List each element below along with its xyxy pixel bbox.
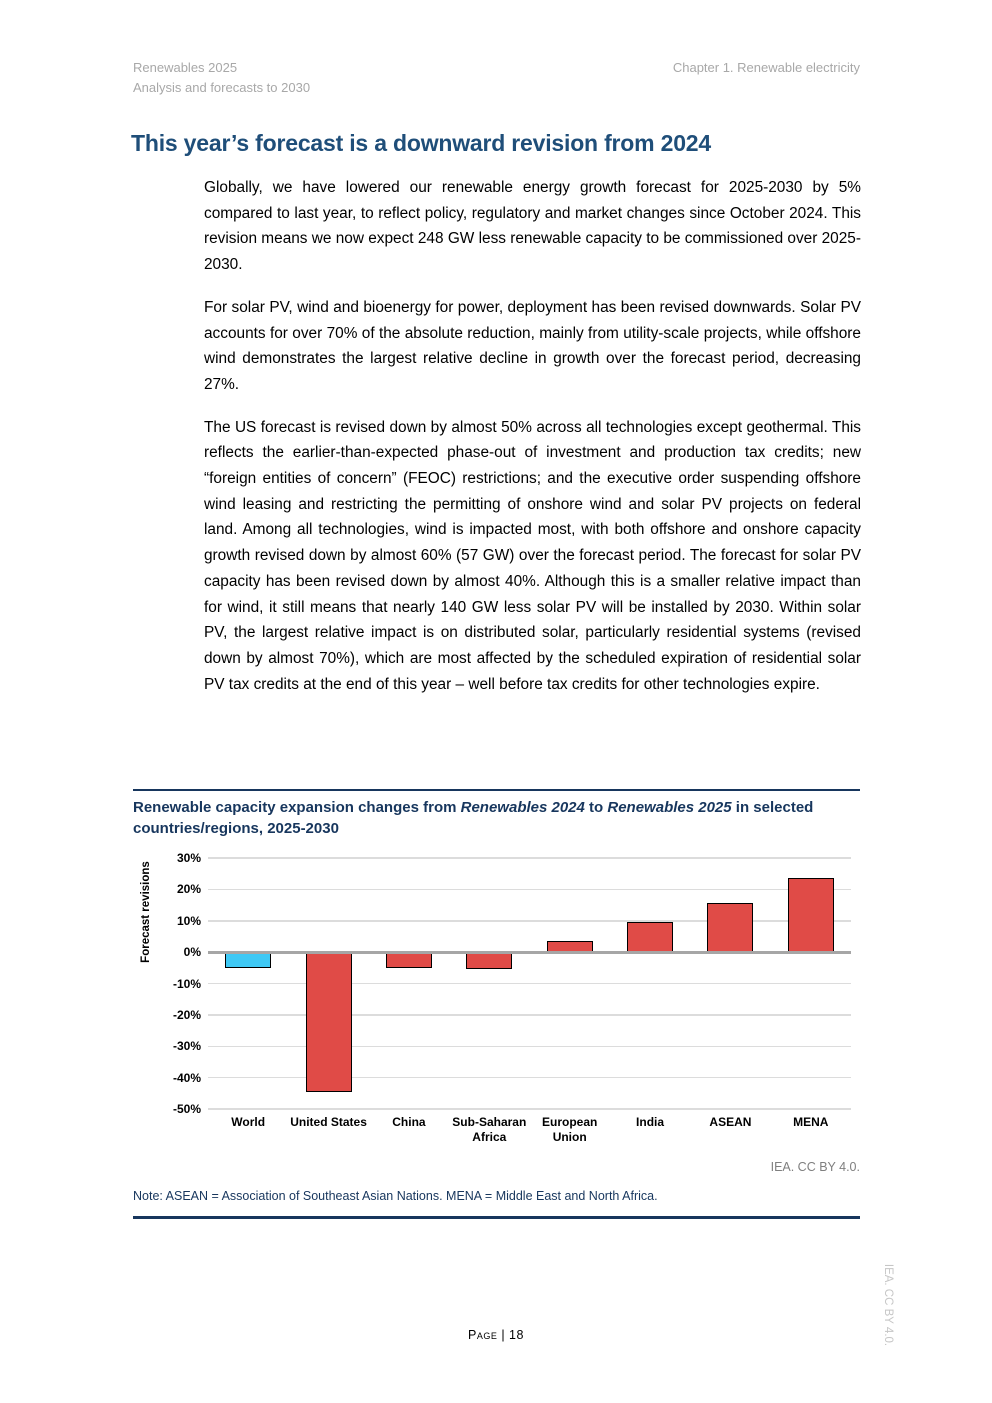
- gridline: [208, 1108, 851, 1110]
- figure-title-text: Renewable capacity expansion changes fro…: [133, 799, 461, 816]
- category-label: World: [231, 1115, 266, 1129]
- y-tick-label: -50%: [172, 1102, 201, 1116]
- gridline: [208, 982, 851, 985]
- figure-bottom-divider: [133, 1216, 860, 1219]
- category-label: India: [636, 1115, 665, 1129]
- figure-title-italic-2024: Renewables 2024: [460, 799, 585, 816]
- category-label: Sub-Saharan Africa: [452, 1115, 527, 1144]
- y-tick-label: -40%: [172, 1070, 201, 1085]
- y-tick-label: -30%: [172, 1039, 201, 1054]
- body-paragraph-1: Globally, we have lowered our renewable …: [204, 179, 861, 274]
- category-label: ASEAN: [709, 1115, 752, 1129]
- report-subtitle: Analysis and forecasts to 2030: [133, 80, 311, 95]
- gridline: [208, 857, 851, 859]
- page-header-right: Chapter 1. Renewable electricity: [673, 58, 860, 78]
- bar-china: [385, 952, 432, 968]
- body-paragraph-3: The US forecast is revised down by almos…: [204, 418, 861, 693]
- gridline: [208, 920, 851, 922]
- category-label: United States: [290, 1115, 367, 1129]
- figure-top-divider: [133, 789, 860, 791]
- figure-note: Note: ASEAN = Association of Southeast A…: [133, 1189, 658, 1203]
- bar-chart: Forecast revisions 30% 20% 10% 0% -10% -20% -3…: [133, 845, 860, 1150]
- figure-title-text: in selected countries/regions, 2025-2030: [133, 799, 814, 837]
- page-number: Page | 18: [468, 1328, 524, 1342]
- bar-mena: [787, 878, 834, 953]
- category-label: MENA: [793, 1115, 829, 1129]
- bar-united-states: [305, 952, 352, 1092]
- gridline: [208, 888, 851, 891]
- figure-title-italic-2025: Renewables 2025: [607, 799, 732, 816]
- gridline: [208, 1045, 851, 1047]
- chapter-label: Chapter 1. Renewable electricity: [672, 60, 860, 75]
- report-title: Renewables 2025: [133, 60, 238, 75]
- page-title: This year’s forecast is a downward revis…: [131, 130, 711, 156]
- y-tick-label: -20%: [172, 1007, 201, 1022]
- page-header-left: Renewables 2025 Analysis and forecasts t…: [133, 58, 310, 98]
- figure-source: IEA. CC BY 4.0.: [770, 1160, 860, 1174]
- body-text: Globally, we have lowered our renewable …: [204, 175, 861, 714]
- figure-title: Renewable capacity expansion changes fro…: [133, 797, 860, 839]
- y-tick-label: -10%: [172, 976, 201, 991]
- bar-asean: [707, 903, 754, 953]
- body-paragraph-2: For solar PV, wind and bioenergy for pow…: [204, 298, 861, 393]
- figure-title-text: to: [584, 799, 608, 816]
- category-label: European Union: [542, 1115, 598, 1144]
- y-tick-label: 0%: [183, 945, 201, 960]
- side-watermark: IEA. CC BY 4.0.: [882, 1263, 894, 1347]
- bar-india: [627, 922, 674, 953]
- y-tick-label: 10%: [176, 913, 201, 928]
- gridline: [208, 1076, 851, 1079]
- bar-sub-saharan-africa: [466, 952, 513, 970]
- y-tick-label: 20%: [176, 882, 201, 897]
- bar-world: [225, 952, 272, 968]
- category-label: China: [392, 1115, 426, 1129]
- y-tick-label: 30%: [176, 851, 201, 865]
- gridline: [208, 1014, 851, 1016]
- zero-axis-line: [208, 950, 851, 954]
